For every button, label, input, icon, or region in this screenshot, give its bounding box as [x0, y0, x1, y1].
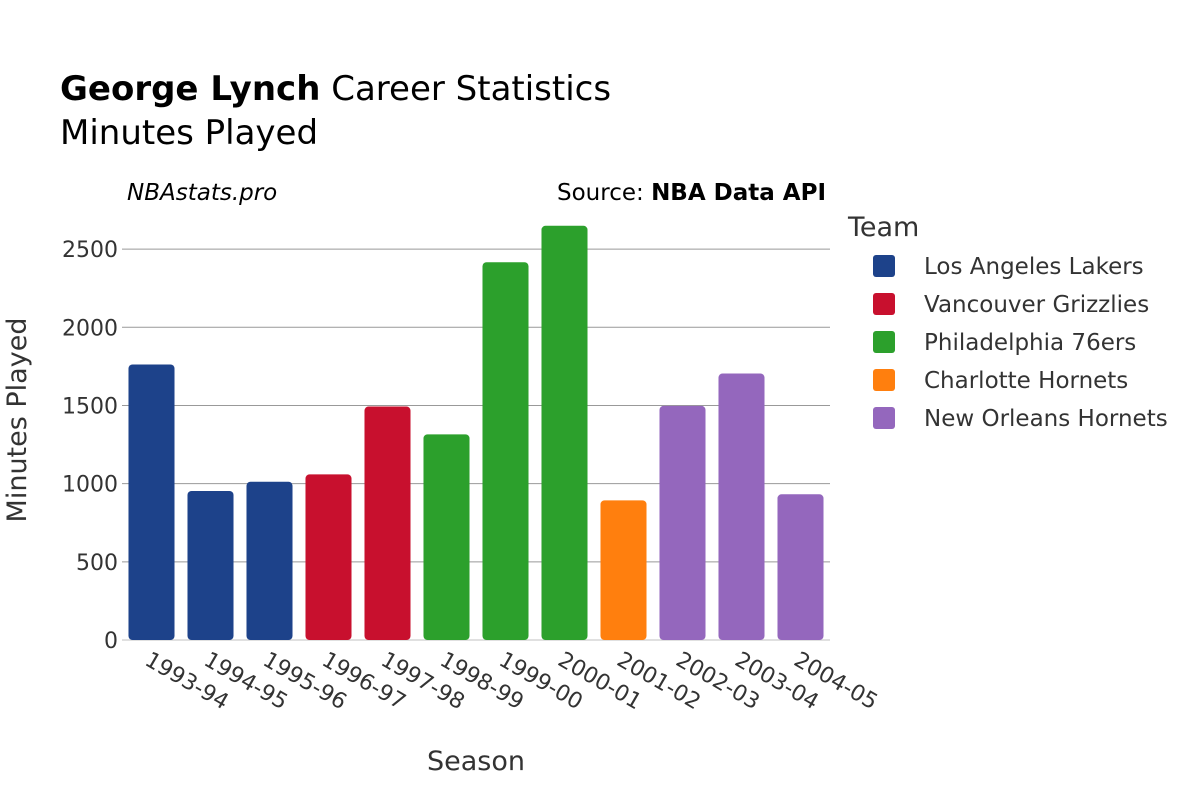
bar-2002-03 — [659, 405, 706, 640]
source-name: NBA Data API — [651, 180, 826, 206]
y-tick-label: 1500 — [62, 394, 118, 419]
y-axis-title: Minutes Played — [2, 318, 33, 523]
legend-swatch — [873, 331, 895, 353]
legend-title: Team — [847, 212, 919, 243]
bar-2003-04 — [718, 373, 765, 640]
y-tick-label: 1000 — [62, 473, 118, 498]
legend-label: Los Angeles Lakers — [924, 254, 1144, 280]
legend-swatch — [873, 407, 895, 429]
title-rest: Career Statistics — [320, 69, 611, 109]
legend-label: Charlotte Hornets — [924, 368, 1128, 394]
bar-1997-98 — [364, 406, 411, 640]
chart-subtitle: Minutes Played — [60, 113, 318, 153]
bar-1995-96 — [246, 481, 293, 640]
bar-2000-01 — [541, 225, 588, 640]
legend-swatch — [873, 369, 895, 391]
bar-2001-02 — [600, 500, 647, 640]
bar-1994-95 — [187, 490, 234, 640]
y-tick-label: 500 — [76, 551, 118, 576]
legend-swatch — [873, 293, 895, 315]
legend-label: Philadelphia 76ers — [924, 330, 1136, 356]
legend-label: Vancouver Grizzlies — [924, 292, 1149, 318]
legend-swatch — [873, 255, 895, 277]
x-axis-title: Season — [427, 746, 525, 777]
title-player: George Lynch — [60, 69, 320, 109]
y-tick-label: 2500 — [62, 238, 118, 263]
y-tick-label: 0 — [104, 629, 118, 654]
bar-1996-97 — [305, 474, 352, 640]
bar-2004-05 — [777, 494, 824, 640]
bar-1999-00 — [482, 262, 529, 640]
source-prefix: Source: — [557, 180, 651, 206]
source-label: Source: NBA Data API — [557, 180, 826, 206]
bar-1998-99 — [423, 434, 470, 640]
bar-1993-94 — [128, 364, 175, 640]
brand-label: NBAstats.pro — [127, 180, 277, 206]
y-tick-labels: 0 500 1000 1500 2000 2500 — [62, 238, 118, 654]
x-tick-labels: 1993-941994-951995-961996-971997-981998-… — [141, 648, 882, 716]
gridlines — [122, 248, 830, 641]
legend: Team Los Angeles Lakers Vancouver Grizzli… — [847, 212, 1168, 432]
chart-title: George Lynch Career Statistics — [60, 69, 611, 109]
y-tick-label: 2000 — [62, 316, 118, 341]
bars — [128, 225, 824, 640]
legend-label: New Orleans Hornets — [924, 406, 1168, 432]
